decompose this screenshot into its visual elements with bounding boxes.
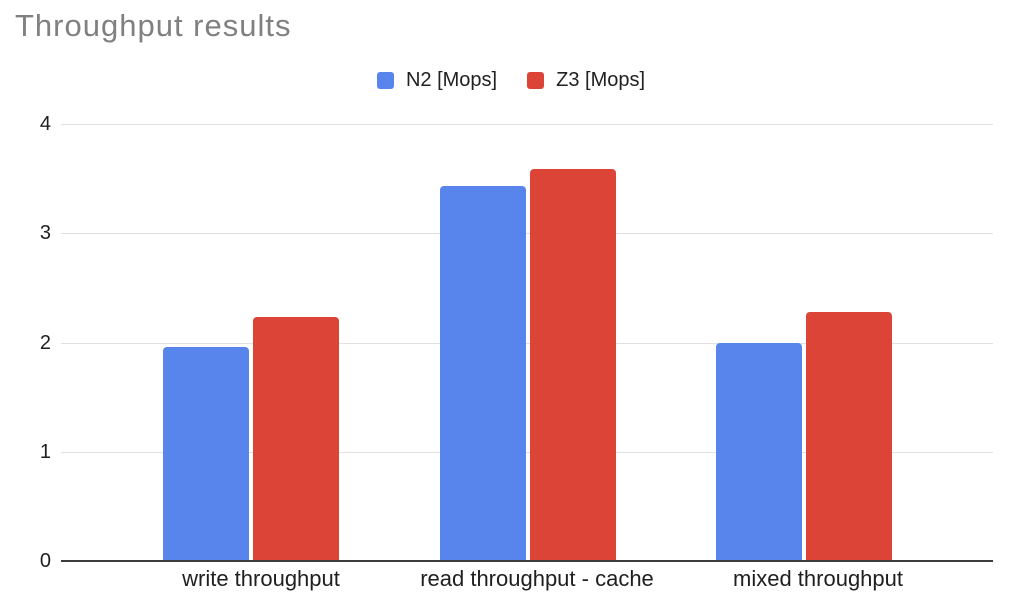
legend-swatch-icon xyxy=(527,71,545,89)
legend-item[interactable]: N2 [Mops] xyxy=(376,68,498,92)
gridline xyxy=(61,342,993,344)
chart-legend: N2 [Mops] Z3 [Mops] xyxy=(0,68,1022,92)
gridline xyxy=(61,233,993,235)
legend-label: N2 [Mops] xyxy=(405,68,498,91)
plot-area xyxy=(61,124,993,562)
gridline xyxy=(61,124,993,125)
bar[interactable] xyxy=(806,311,893,561)
chart-title: Throughput results xyxy=(15,8,292,43)
bar[interactable] xyxy=(529,168,616,561)
x-axis-label: read throughput - cache xyxy=(420,566,654,591)
y-tick-label: 3 xyxy=(39,222,51,245)
legend-label: Z3 [Mops] xyxy=(556,68,646,91)
gridline xyxy=(61,451,993,453)
legend-item[interactable]: Z3 [Mops] xyxy=(527,69,645,92)
x-axis-line xyxy=(61,560,993,562)
bar[interactable] xyxy=(252,317,339,561)
y-tick-label: 2 xyxy=(39,331,51,354)
legend-swatch-icon xyxy=(376,71,394,89)
y-tick-label: 1 xyxy=(39,440,51,463)
bar[interactable] xyxy=(439,186,526,561)
bar[interactable] xyxy=(716,342,803,561)
y-tick-label: 4 xyxy=(39,113,51,135)
y-tick-label: 0 xyxy=(39,550,51,572)
bar[interactable] xyxy=(162,346,249,561)
x-axis-label: write throughput xyxy=(182,566,340,591)
x-axis-label: mixed throughput xyxy=(733,566,903,591)
